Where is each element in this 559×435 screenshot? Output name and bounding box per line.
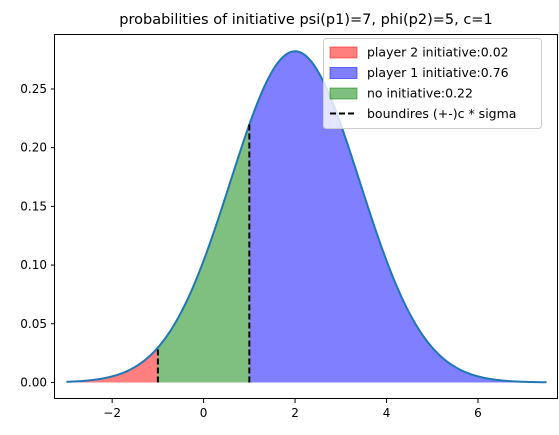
legend-swatch [329, 87, 358, 100]
y-tick-label: 0.25 [20, 82, 47, 96]
x-tick-label: 6 [474, 406, 482, 420]
x-axis: −202468 [103, 399, 482, 420]
boundary-layer [156, 124, 251, 383]
y-tick-label: 0.00 [20, 375, 47, 389]
legend-box [323, 38, 542, 129]
curve-layer [66, 50, 547, 384]
legend-swatch [329, 46, 358, 59]
area-fills [66, 51, 547, 383]
y-axis: 0.00 0.05 0.10 0.15 0.20 0.25 [20, 82, 55, 389]
y-tick-label: 0.05 [20, 317, 47, 331]
y-tick-label: 0.15 [20, 199, 47, 213]
y-tick-label: 0.10 [20, 258, 47, 272]
fill-area-1 [66, 347, 158, 383]
fill-area-3 [157, 124, 250, 383]
chart-title: probabilities of initiative psi(p1)=7, p… [119, 12, 492, 28]
x-tick-label: 2 [291, 406, 299, 420]
legend-label: no initiative:0.22 [367, 86, 473, 101]
fill-area-2 [249, 51, 547, 383]
pdf-curve-line [66, 50, 547, 384]
legend-label: player 2 initiative:0.02 [367, 45, 509, 60]
y-tick-label: 0.20 [20, 141, 47, 155]
x-tick-label: −2 [103, 406, 121, 420]
legend-label: boundires (+-)c * sigma [367, 106, 516, 121]
legend-swatch [329, 67, 358, 79]
legend: player 2 initiative:0.02 player 1 initiat… [323, 38, 542, 129]
x-tick-label: 0 [200, 406, 208, 420]
plot-frame [54, 34, 558, 399]
legend-label: player 1 initiative:0.76 [367, 65, 509, 80]
x-tick-label: 4 [383, 406, 391, 420]
